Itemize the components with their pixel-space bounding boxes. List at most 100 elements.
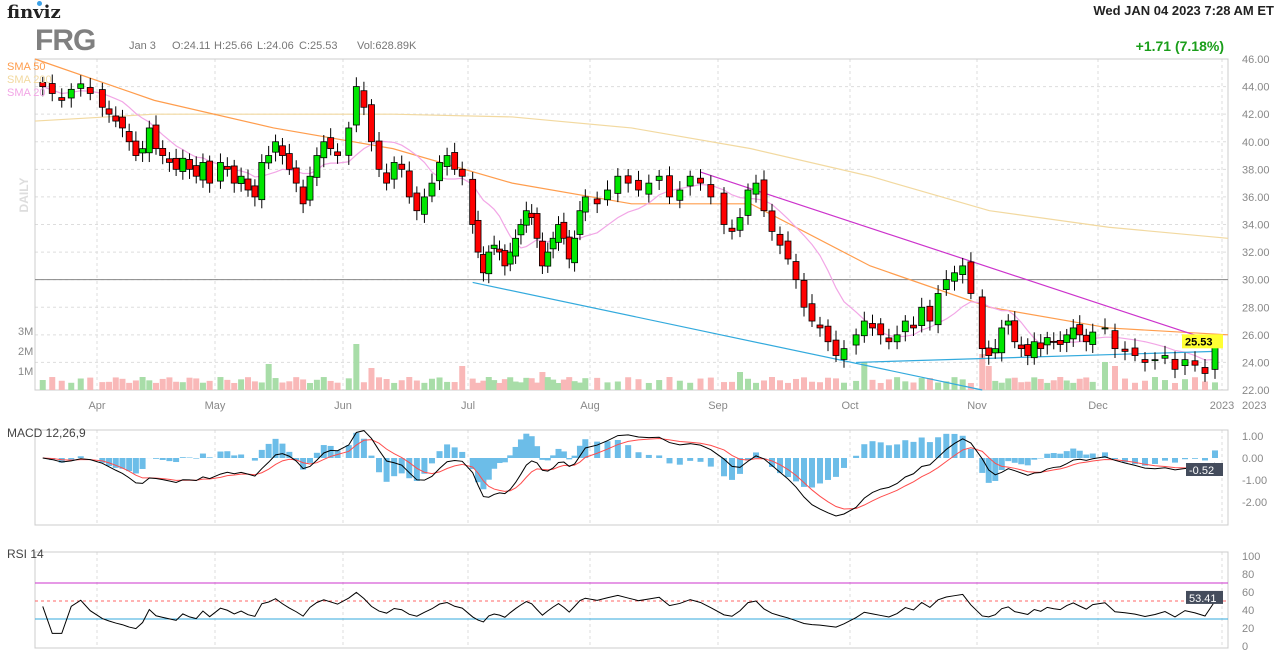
candle-body bbox=[206, 160, 214, 184]
candle-body bbox=[1076, 324, 1084, 336]
price-tick-label: 44.00 bbox=[1242, 82, 1270, 94]
macd-histogram-bar bbox=[1031, 458, 1038, 460]
candle-body bbox=[485, 251, 493, 275]
macd-histogram-bar bbox=[801, 458, 807, 487]
candle-body bbox=[474, 219, 482, 253]
year-label: 2023 bbox=[1242, 400, 1266, 412]
candle-body bbox=[436, 162, 443, 182]
macd-histogram-bar bbox=[231, 455, 238, 458]
candle-body bbox=[869, 323, 876, 329]
macd-histogram-bar bbox=[902, 440, 909, 458]
macd-histogram-bar bbox=[480, 458, 487, 490]
volume-bar bbox=[258, 382, 265, 390]
candle-body bbox=[1181, 359, 1189, 367]
volume-bar bbox=[206, 380, 213, 390]
volume-bar bbox=[126, 382, 133, 390]
macd-histogram-bar bbox=[833, 458, 839, 477]
macd-histogram-bar bbox=[436, 451, 443, 458]
volume-bar bbox=[959, 379, 966, 390]
candle-body bbox=[375, 140, 383, 170]
volume-bar bbox=[1063, 380, 1070, 390]
candle-body bbox=[768, 210, 776, 232]
macd-histogram-bar bbox=[1063, 451, 1070, 458]
volume-bar bbox=[528, 378, 535, 390]
volume-bar bbox=[451, 382, 458, 390]
volume-bar bbox=[943, 381, 950, 390]
candle-body bbox=[145, 127, 153, 154]
volume-bar bbox=[1076, 378, 1083, 390]
volume-bar bbox=[224, 379, 231, 390]
volume-bar bbox=[544, 377, 551, 390]
macd-histogram-bar bbox=[998, 458, 1005, 471]
macd-histogram-bar bbox=[1162, 458, 1168, 461]
volume-bar bbox=[697, 378, 704, 390]
candle-body bbox=[752, 182, 760, 195]
volume-bar bbox=[687, 382, 694, 390]
candle-body bbox=[105, 108, 113, 115]
macd-histogram-bar bbox=[265, 443, 272, 458]
macd-histogram-bar bbox=[517, 439, 524, 458]
macd-histogram-bar bbox=[451, 447, 458, 458]
macd-histogram-bar bbox=[926, 442, 933, 458]
volume-tick-label: 3M bbox=[18, 326, 33, 338]
candle-body bbox=[840, 348, 848, 360]
macd-histogram-bar bbox=[967, 448, 974, 458]
candle-body bbox=[506, 251, 514, 265]
volume-bar bbox=[918, 378, 925, 390]
macd-histogram-bar bbox=[507, 455, 514, 458]
month-label: May bbox=[205, 400, 226, 412]
candle-body bbox=[533, 213, 541, 239]
sma50-line bbox=[34, 58, 1229, 336]
volume-bar bbox=[300, 379, 307, 390]
candle-body bbox=[166, 158, 173, 163]
candle-body bbox=[251, 185, 259, 198]
last-price-badge bbox=[1182, 334, 1223, 349]
volume-bar bbox=[159, 378, 166, 390]
volume-bar bbox=[293, 377, 300, 390]
volume-bar bbox=[1182, 379, 1188, 390]
macd-histogram-bar bbox=[300, 458, 307, 470]
macd-histogram-bar bbox=[307, 458, 313, 463]
candle-body bbox=[327, 137, 335, 150]
bar-date: Jan 3 bbox=[129, 40, 156, 52]
candle-body bbox=[421, 196, 428, 215]
volume-bar bbox=[582, 378, 589, 390]
macd-histogram-bar bbox=[421, 458, 428, 474]
macd-tick-label: 0.00 bbox=[1242, 453, 1263, 465]
last-price-label: 25.53 bbox=[1185, 336, 1213, 348]
volume-bar bbox=[753, 382, 759, 390]
legend-sma20: SMA 20 bbox=[7, 87, 46, 99]
finviz-logo[interactable]: finviz bbox=[7, 2, 61, 23]
macd-histogram-bar bbox=[327, 445, 334, 458]
price-tick-label: 30.00 bbox=[1242, 275, 1270, 287]
month-label: Dec bbox=[1088, 400, 1108, 412]
candle-body bbox=[179, 157, 187, 172]
volume-bar bbox=[745, 378, 751, 390]
volume-bar bbox=[173, 381, 180, 390]
price-tick-label: 42.00 bbox=[1242, 109, 1270, 121]
macd-histogram-bar bbox=[217, 451, 224, 458]
candle-body bbox=[666, 175, 673, 198]
candle-body bbox=[816, 324, 824, 329]
candle-body bbox=[352, 86, 360, 126]
volume-bar bbox=[58, 380, 65, 390]
macd-histogram-bar bbox=[179, 457, 186, 458]
volume-bar bbox=[935, 382, 942, 390]
volume-bar bbox=[539, 372, 546, 390]
volume-bar bbox=[1050, 380, 1057, 390]
month-label: Sep bbox=[708, 400, 728, 412]
candle-body bbox=[967, 261, 975, 294]
macd-histogram-bar bbox=[1076, 450, 1083, 458]
candle-body bbox=[544, 251, 552, 267]
volume-bar bbox=[1037, 378, 1044, 390]
pane-border bbox=[34, 429, 1229, 526]
rsi-tick-label: 40 bbox=[1242, 605, 1254, 617]
macd-histogram-bar bbox=[918, 437, 925, 458]
volume-bar bbox=[360, 382, 367, 390]
macd-histogram-bar bbox=[1152, 458, 1158, 464]
candle-body bbox=[159, 148, 167, 156]
volume-bar bbox=[485, 377, 492, 390]
volume-bar bbox=[179, 382, 186, 390]
candle-body bbox=[1101, 327, 1109, 330]
